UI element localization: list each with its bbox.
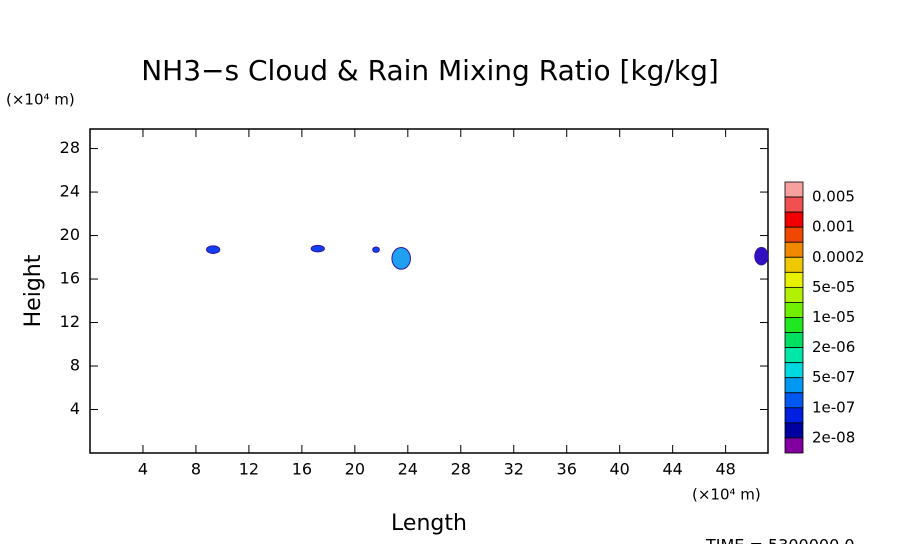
colorbar-cell [784,392,804,409]
colorbar-cell [784,286,804,303]
chart-title: NH3−s Cloud & Rain Mixing Ratio [kg/kg] [141,54,719,87]
colorbar-label: 5e-07 [812,368,855,386]
colorbar-cell [784,181,804,198]
colorbar-cell [784,422,804,439]
y-tick-label: 4 [70,399,80,418]
x-label: Length [391,511,467,536]
colorbar-label: 0.005 [812,188,855,206]
colorbar-cell [784,377,804,394]
colorbar-label: 2e-06 [812,338,855,356]
y-tick-label: 8 [70,356,80,375]
x-tick-label: 32 [504,460,524,479]
x-tick-label: 48 [715,460,735,479]
x-tick-label: 16 [292,460,312,479]
cloud-blob [206,245,221,254]
y-tick-label: 24 [60,182,80,201]
colorbar-label: 0.001 [812,218,855,236]
x-tick-label: 24 [398,460,418,479]
x-tick-label: 20 [345,460,365,479]
colorbar-cell [784,256,804,273]
x-tick-label: 40 [610,460,630,479]
cloud-blob [310,244,325,253]
y-label: Height [21,254,46,327]
colorbar-cell [784,362,804,379]
y-tick-label: 28 [60,138,80,157]
colorbar-label: 1e-05 [812,308,855,326]
y-tick-label: 20 [60,225,80,244]
cloud-blob [391,247,411,270]
colorbar-label: 5e-05 [812,278,855,296]
colorbar-cell [784,302,804,318]
colorbar-label: 2e-08 [812,428,855,446]
colorbar-label: 1e-07 [812,398,855,416]
y-tick-label: 16 [60,269,80,288]
x-tick-label: 44 [662,460,682,479]
colorbar-cell [784,271,804,288]
time-label: TIME = 5300000.0 [705,536,855,544]
x-tick-label: 8 [191,460,201,479]
x-tick-label: 28 [451,460,471,479]
x-tick-label: 4 [138,460,148,479]
colorbar-cell [784,407,804,424]
cloud-blob [372,246,380,253]
cloud-blob [754,247,769,266]
colorbar-cell [784,226,804,243]
plot-frame [89,128,769,454]
colorbar-cell [784,241,804,258]
x-tick-label: 36 [557,460,577,479]
y-unit: (×10⁴ m) [6,91,75,109]
y-tick-label: 12 [60,312,80,331]
colorbar-cell [784,211,804,228]
colorbar-cell [784,332,804,349]
colorbar-cell [784,196,804,213]
colorbar-cell [784,317,804,333]
colorbar-label: 0.0002 [812,248,865,266]
colorbar-cell [784,347,804,364]
colorbar-cell [784,437,804,454]
x-tick-label: 12 [239,460,259,479]
x-unit: (×10⁴ m) [692,486,761,504]
